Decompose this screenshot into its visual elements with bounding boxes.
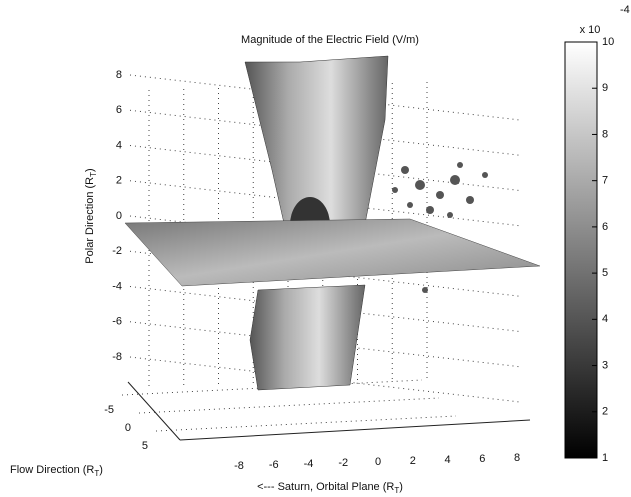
- colorbar: [564, 41, 598, 459]
- x-axis-label: <--- Saturn, Orbital Plane (RT): [257, 481, 403, 495]
- z-tick-label: -4: [112, 280, 122, 292]
- x-tick-label: -6: [269, 459, 279, 471]
- z-tick-label: -8: [112, 351, 122, 363]
- z-axis-label: Polar Direction (RT): [84, 168, 98, 263]
- x-tick-label: -8: [234, 460, 244, 472]
- grid-line: [129, 145, 521, 191]
- grid-line: [129, 180, 521, 227]
- z-tick-label: 4: [116, 139, 122, 151]
- axis-line: [179, 419, 531, 441]
- grid-line: [155, 415, 457, 432]
- scatter-blobs: [392, 162, 488, 293]
- grid-line: [129, 356, 521, 403]
- x-tick-label: 6: [479, 453, 485, 465]
- chart-title: Magnitude of the Electric Field (V/m): [241, 34, 419, 46]
- y-tick-label: 5: [142, 440, 148, 452]
- grid-line: [129, 321, 521, 368]
- z-tick-label: -2: [112, 245, 122, 257]
- x-tick-label: 4: [444, 454, 450, 466]
- x-tick-label: 0: [375, 456, 381, 468]
- z-tick-label: 0: [116, 210, 122, 222]
- label-sub: T: [89, 172, 98, 177]
- colorbar-tick-label: 3: [602, 359, 608, 371]
- grid-line: [129, 109, 521, 156]
- label-end: ): [84, 168, 96, 172]
- x-tick-label: -4: [304, 458, 314, 470]
- label-sub: T: [94, 469, 99, 478]
- equatorial-plane: [124, 218, 541, 287]
- y-axis-label: Flow Direction (RT): [10, 464, 103, 478]
- z-tick-label: 8: [116, 69, 122, 81]
- colorbar-tick-label: 10: [602, 36, 614, 48]
- colorbar-tick-label: 6: [602, 221, 608, 233]
- lower-surface: [249, 284, 366, 391]
- z-tick-label: 6: [116, 104, 122, 116]
- upper-surface: [244, 55, 389, 251]
- colorbar-tick-label: 2: [602, 406, 608, 418]
- colorbar-multiplier: x 10: [580, 24, 601, 36]
- colorbar-exponent: -4: [620, 4, 630, 16]
- y-tick-label: -5: [104, 404, 114, 416]
- colorbar-tick-label: 8: [602, 128, 608, 140]
- colorbar-tick-label: 5: [602, 267, 608, 279]
- colorbar-tick-label: 4: [602, 313, 608, 325]
- colorbar-tick-label: 1: [602, 452, 608, 464]
- grid-line: [129, 286, 521, 332]
- axis-line: [127, 381, 181, 441]
- colorbar-tick-label: 7: [602, 175, 608, 187]
- label-text: Flow Direction (R: [10, 464, 94, 476]
- label-sub: T: [394, 486, 399, 495]
- label-text: Polar Direction (R: [84, 177, 96, 264]
- label-text: <--- Saturn, Orbital Plane (R: [257, 481, 394, 493]
- label-end: ): [99, 464, 103, 476]
- z-tick-label: 2: [116, 175, 122, 187]
- z-tick-label: -6: [112, 316, 122, 328]
- grid-line: [138, 397, 440, 414]
- x-tick-label: -2: [338, 457, 348, 469]
- label-end: ): [399, 481, 403, 493]
- colorbar-tick-label: 9: [602, 82, 608, 94]
- x-tick-label: 2: [410, 455, 416, 467]
- x-tick-label: 8: [514, 452, 520, 464]
- grid-line: [129, 74, 521, 121]
- y-tick-label: 0: [125, 422, 131, 434]
